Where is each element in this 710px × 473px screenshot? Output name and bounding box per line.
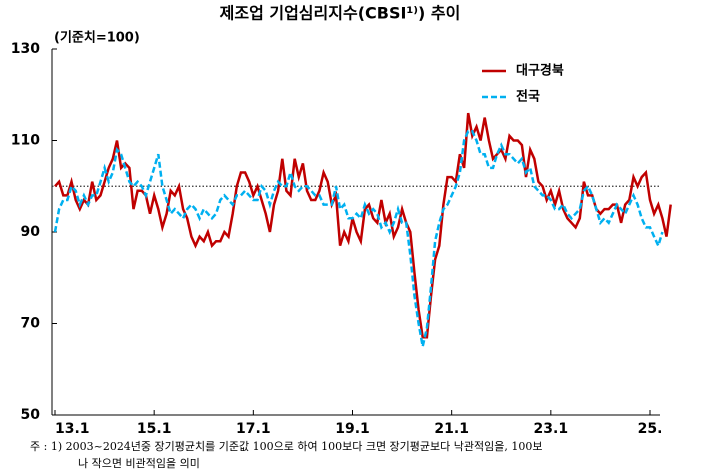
x-tick-label: 15.1 xyxy=(137,421,172,437)
y-tick-label: 50 xyxy=(21,407,41,423)
x-tick-label: 17.1 xyxy=(236,421,271,437)
line-series xyxy=(54,112,672,339)
x-tick-label: 13.1 xyxy=(55,421,90,437)
note: 나 작으면 비관적임을 의미 xyxy=(78,457,200,470)
y-axis-label: (기준치=100) xyxy=(54,30,140,46)
y-tick-label: 110 xyxy=(11,133,40,149)
x-tick-label: 21.1 xyxy=(434,421,469,437)
legend-label: 대구경북 xyxy=(516,63,564,79)
chart-title: 제조업 기업심리지수(CBSI¹⁾) 추이 xyxy=(220,4,461,23)
y-tick-label: 70 xyxy=(21,316,41,332)
line-series xyxy=(53,130,664,347)
y-tick-label: 130 xyxy=(11,41,40,57)
x-tick-label: 19.1 xyxy=(335,421,370,437)
x-tick-label: 23.1 xyxy=(534,421,569,437)
note: 주 : 1) 2003~2024년중 장기평균치를 기준값 100으로 하여 1… xyxy=(30,439,542,453)
y-tick-label: 90 xyxy=(21,224,41,240)
legend-label: 전국 xyxy=(516,89,540,105)
x-tick-label: 25. xyxy=(638,421,663,437)
